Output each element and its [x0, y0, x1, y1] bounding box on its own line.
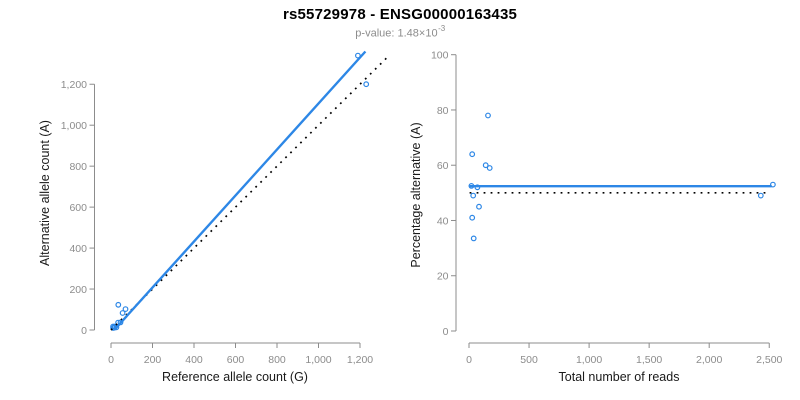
- data-point: [470, 235, 477, 242]
- data-point: [486, 165, 493, 171]
- data-point: [469, 214, 476, 221]
- x-tick-label: 200: [144, 354, 162, 366]
- x-tick-label: 600: [227, 354, 245, 366]
- data-point: [363, 81, 370, 88]
- y-axis-title: Percentage alternative (A): [409, 122, 423, 267]
- x-tick-label: 1,500: [636, 354, 662, 366]
- x-tick-label: 400: [185, 354, 203, 366]
- y-tick-label: 800: [69, 161, 87, 173]
- x-tick-label: 1,200: [347, 354, 373, 366]
- data-point: [476, 203, 482, 210]
- y-tick-label: 600: [69, 202, 87, 214]
- y-tick-label: 0: [81, 325, 87, 337]
- x-axis-title: Total number of reads: [559, 370, 680, 384]
- data-point: [770, 181, 776, 188]
- data-point: [470, 192, 477, 199]
- y-tick-label: 1,000: [61, 120, 87, 132]
- data-point: [122, 306, 129, 313]
- data-point: [485, 112, 491, 119]
- data-point: [115, 301, 122, 308]
- x-tick-label: 500: [520, 354, 538, 366]
- y-tick-label: 80: [437, 105, 449, 117]
- pvalue-text: p-value: 1.48×10: [355, 27, 438, 40]
- figure-title: rs55729978 - ENSG00000163435: [282, 6, 518, 23]
- y-tick-label: 20: [437, 271, 449, 283]
- y-tick-label: 400: [69, 243, 87, 255]
- data-point: [119, 310, 126, 316]
- pvalue-exponent: -3: [438, 24, 446, 33]
- x-tick-label: 1,000: [305, 354, 331, 366]
- x-tick-label: 2,500: [756, 354, 782, 366]
- x-tick-label: 800: [268, 354, 286, 366]
- data-point: [757, 192, 764, 199]
- y-tick-label: 200: [69, 284, 87, 296]
- x-tick-label: 1,000: [576, 354, 602, 366]
- identity-line: [110, 56, 388, 331]
- y-axis-title: Alternative allele count (A): [38, 120, 52, 266]
- y-tick-label: 1,200: [61, 79, 87, 91]
- x-axis-title: Reference allele count (G): [162, 370, 308, 384]
- x-tick-label: 0: [466, 354, 472, 366]
- x-tick-label: 2,000: [696, 354, 722, 366]
- y-tick-label: 60: [437, 160, 449, 172]
- y-tick-label: 40: [437, 215, 449, 227]
- figure-subtitle: p-value: 1.48×10-3: [0, 24, 800, 40]
- y-tick-label: 100: [431, 50, 449, 62]
- fit-line: [113, 50, 367, 331]
- data-point: [482, 162, 489, 169]
- x-tick-label: 0: [108, 354, 114, 366]
- data-point: [469, 151, 476, 158]
- y-tick-label: 0: [443, 326, 449, 338]
